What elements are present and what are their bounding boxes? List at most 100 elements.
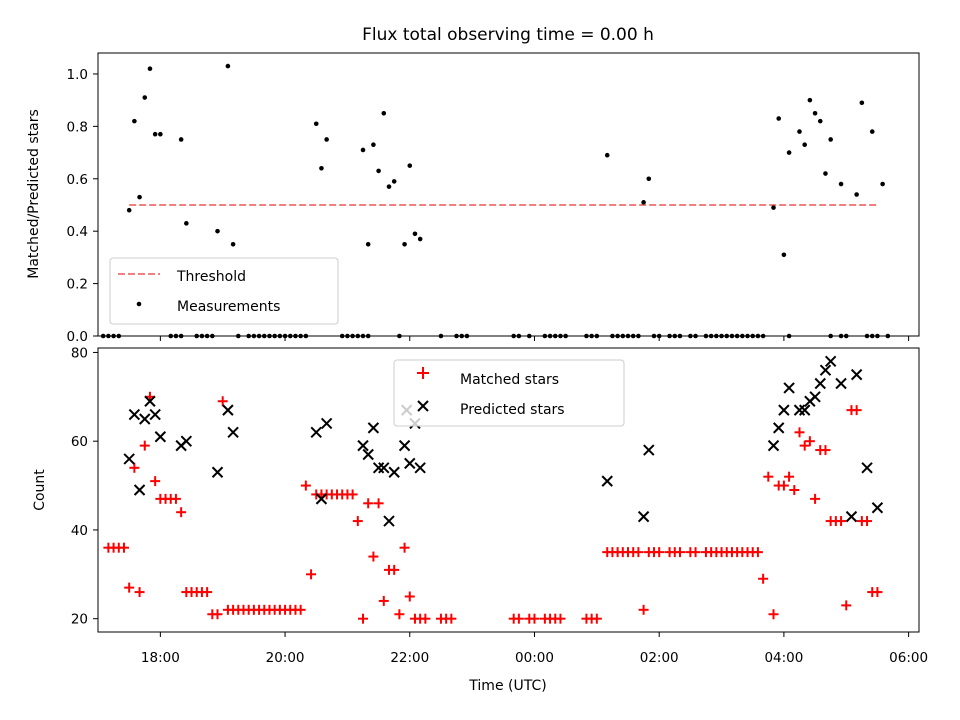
legend-predicted-marker xyxy=(417,400,429,412)
matched-point xyxy=(404,591,415,602)
predicted-point xyxy=(149,408,161,421)
measurement-point xyxy=(412,231,418,237)
top-y-tick-label: 0.2 xyxy=(67,277,88,293)
matched-point xyxy=(758,573,769,584)
bottom-plot-marks xyxy=(103,355,884,624)
measurement-point xyxy=(407,163,413,168)
top-y-tick-label: 0.8 xyxy=(67,119,88,135)
predicted-point xyxy=(388,466,400,478)
measurement-point xyxy=(132,118,137,124)
measurement-point xyxy=(137,194,142,200)
predicted-point xyxy=(824,355,837,368)
matched-point xyxy=(295,604,306,615)
predicted-point xyxy=(643,444,655,456)
predicted-point xyxy=(861,462,873,474)
top-y-tick-label: 0.0 xyxy=(67,329,88,345)
measurement-point xyxy=(126,207,132,213)
measurement-point xyxy=(230,241,236,247)
measurement-point xyxy=(319,165,324,171)
matched-point xyxy=(841,600,852,611)
matched-point xyxy=(378,595,389,606)
matched-point xyxy=(763,471,774,482)
matched-point xyxy=(810,493,821,504)
matched-point xyxy=(347,489,358,500)
bottom-y-tick-label: 80 xyxy=(71,345,88,361)
measurement-point xyxy=(225,63,231,69)
top-y-axis-label: Matched/Predicted stars xyxy=(26,109,42,279)
matched-point xyxy=(170,493,181,504)
matched-point xyxy=(420,613,431,624)
predicted-point xyxy=(398,439,411,452)
measurement-point xyxy=(807,97,813,103)
predicted-point xyxy=(139,413,151,425)
predicted-point xyxy=(814,377,826,390)
matched-point xyxy=(633,547,644,558)
matched-point xyxy=(352,516,363,527)
matched-point xyxy=(358,613,369,624)
bottom-legend: Matched stars Predicted stars xyxy=(393,359,625,427)
measurement-point xyxy=(854,192,859,197)
bottom-y-tick-label: 40 xyxy=(71,523,88,539)
predicted-point xyxy=(414,462,426,474)
measurement-point xyxy=(142,95,148,100)
measurement-point xyxy=(641,200,646,205)
matched-point xyxy=(789,485,800,495)
matched-point xyxy=(129,462,140,473)
measurement-point xyxy=(158,131,163,137)
matched-point xyxy=(399,542,410,553)
measurement-point xyxy=(828,137,833,142)
matched-point xyxy=(394,609,405,620)
measurement-point xyxy=(371,142,376,148)
bottom-plot-frame xyxy=(97,347,920,633)
measurement-point xyxy=(869,129,875,134)
top-y-axis: 0.0 0.2 0.4 0.6 0.8 1.0 xyxy=(67,67,98,345)
matched-point xyxy=(804,436,815,447)
x-axis-label: Time (UTC) xyxy=(468,678,546,694)
measurement-point xyxy=(402,241,407,247)
predicted-point xyxy=(128,408,141,421)
measurement-point xyxy=(178,137,184,142)
predicted-point xyxy=(383,515,395,527)
matched-point xyxy=(373,498,384,509)
matched-point xyxy=(368,551,379,562)
bottom-legend-box xyxy=(393,359,625,427)
predicted-point xyxy=(404,457,416,470)
matched-point xyxy=(591,613,602,624)
matched-point xyxy=(134,587,145,598)
measurement-point xyxy=(880,181,885,187)
predicted-point xyxy=(783,382,795,394)
matched-point xyxy=(212,609,223,620)
top-legend-box xyxy=(109,257,339,325)
measurement-point xyxy=(776,116,782,121)
predicted-point xyxy=(123,453,135,465)
bottom-x-tick-label: 00:00 xyxy=(515,650,554,666)
measurement-point xyxy=(823,171,828,176)
predicted-point xyxy=(372,462,385,474)
predicted-point xyxy=(767,439,780,452)
matched-point xyxy=(555,613,566,624)
matched-point xyxy=(513,613,524,624)
matched-point xyxy=(306,569,317,580)
matched-point xyxy=(139,440,150,451)
top-y-tick-label: 1.0 xyxy=(67,67,88,83)
measurement-point xyxy=(771,205,776,210)
measurement-point xyxy=(859,100,865,106)
predicted-point xyxy=(601,475,613,487)
measurement-point xyxy=(781,252,787,258)
predicted-point xyxy=(357,439,369,452)
matched-point xyxy=(768,609,779,620)
matched-point xyxy=(674,547,685,558)
top-y-tick-label: 0.6 xyxy=(67,172,88,188)
bottom-x-tick-label: 20:00 xyxy=(266,650,305,666)
matched-point xyxy=(820,445,831,456)
top-plot-frame xyxy=(97,52,920,337)
measurement-point xyxy=(184,221,189,226)
matched-point xyxy=(784,471,795,482)
measurement-point xyxy=(324,137,329,142)
measurement-point xyxy=(417,236,423,242)
matched-point xyxy=(638,604,649,615)
bottom-x-tick-label: 22:00 xyxy=(390,650,429,666)
measurement-point xyxy=(646,176,652,182)
matched-point xyxy=(363,498,374,509)
top-legend: Threshold Measurements xyxy=(109,257,339,325)
